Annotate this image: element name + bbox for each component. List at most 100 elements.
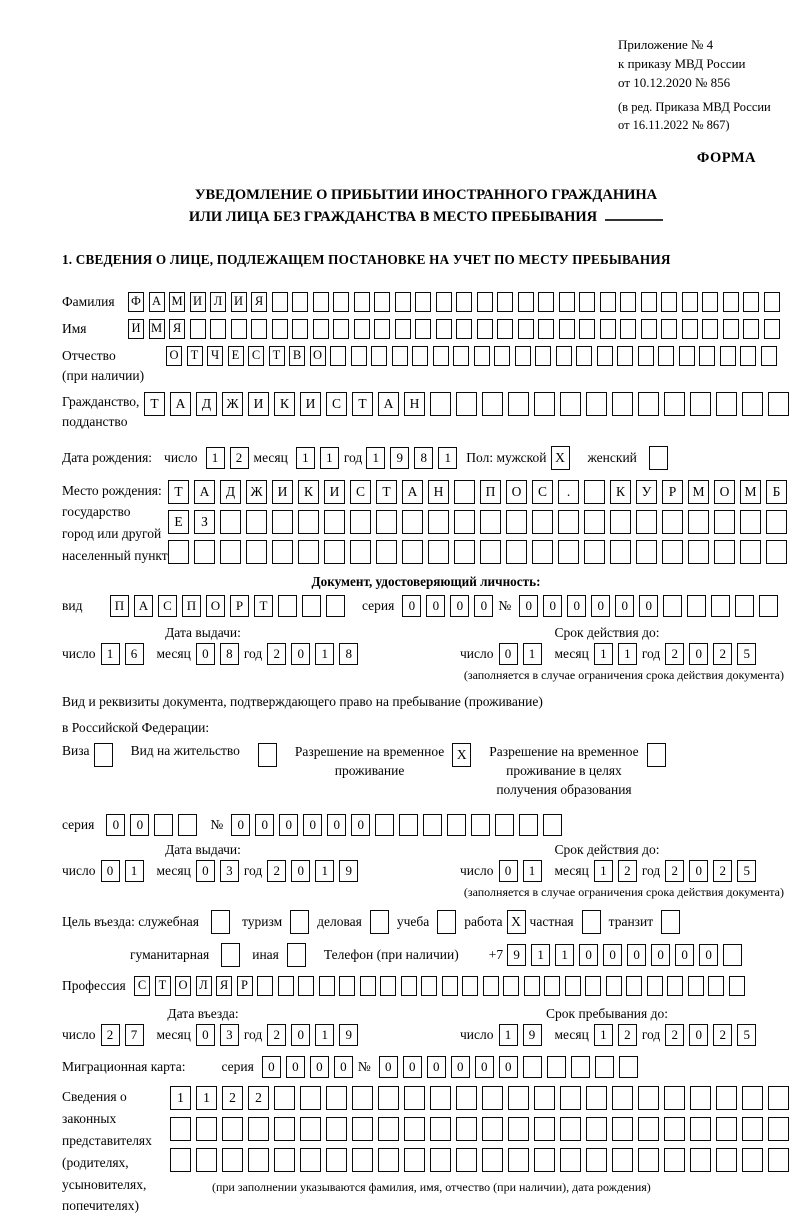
char-box[interactable]: 0 (309, 1056, 329, 1079)
char-box[interactable]: К (610, 479, 631, 504)
char-box[interactable] (402, 509, 423, 534)
char-box[interactable]: З (194, 509, 215, 534)
char-box[interactable]: Т (268, 346, 285, 367)
char-box[interactable] (667, 976, 683, 997)
char-box[interactable]: О (175, 976, 191, 997)
char-box[interactable] (760, 346, 777, 367)
char-box[interactable] (220, 509, 241, 534)
char-box[interactable] (506, 509, 527, 534)
char-box[interactable]: 2 (229, 446, 249, 469)
char-box[interactable] (544, 976, 560, 997)
char-box[interactable] (664, 1086, 685, 1111)
char-box[interactable]: Р (236, 976, 253, 997)
char-box[interactable] (612, 392, 633, 417)
char-box[interactable] (646, 743, 666, 768)
char-box[interactable] (210, 319, 226, 340)
char-box[interactable] (702, 319, 718, 340)
char-box[interactable]: 1 (100, 642, 120, 665)
char-box[interactable]: Л (210, 292, 226, 313)
char-box[interactable] (456, 292, 472, 313)
char-box[interactable] (534, 1117, 555, 1142)
char-box[interactable] (324, 539, 345, 564)
char-box[interactable] (482, 1086, 503, 1111)
char-box[interactable]: О (506, 479, 527, 504)
char-box[interactable]: 8 (219, 642, 239, 665)
char-box[interactable]: 0 (291, 642, 311, 665)
char-box[interactable] (211, 910, 230, 935)
char-box[interactable]: 1 (617, 642, 637, 665)
char-box[interactable] (585, 976, 601, 997)
char-box[interactable]: 0 (615, 594, 635, 617)
char-box[interactable]: 1 (438, 446, 458, 469)
char-box[interactable]: 0 (426, 1056, 446, 1079)
char-box[interactable]: 0 (543, 594, 563, 617)
char-box[interactable] (743, 319, 759, 340)
char-box[interactable]: С (326, 392, 347, 417)
char-box[interactable] (768, 1148, 789, 1173)
char-box[interactable] (740, 539, 761, 564)
char-box[interactable] (298, 976, 314, 997)
char-box[interactable] (251, 319, 267, 340)
char-box[interactable]: 0 (195, 1024, 215, 1047)
char-box[interactable]: 9 (339, 860, 359, 883)
char-box[interactable] (178, 814, 198, 837)
char-box[interactable] (558, 539, 579, 564)
char-box[interactable] (508, 392, 529, 417)
char-box[interactable]: 9 (390, 446, 410, 469)
char-box[interactable] (599, 319, 616, 340)
char-box[interactable] (473, 346, 490, 367)
char-box[interactable]: Д (220, 479, 241, 504)
char-box[interactable]: С (134, 976, 150, 997)
char-box[interactable] (759, 594, 779, 617)
char-box[interactable]: Л (195, 976, 212, 997)
char-box[interactable] (702, 292, 718, 313)
char-box[interactable]: Я (169, 319, 185, 340)
char-box[interactable]: 2 (100, 1024, 120, 1047)
char-box[interactable]: И (128, 319, 144, 340)
char-box[interactable] (584, 539, 605, 564)
char-box[interactable] (636, 509, 657, 534)
char-box[interactable] (714, 539, 735, 564)
char-box[interactable] (402, 539, 423, 564)
char-box[interactable] (768, 1117, 789, 1142)
char-box[interactable]: 0 (450, 1056, 470, 1079)
char-box[interactable] (763, 319, 780, 340)
char-box[interactable]: 2 (248, 1086, 269, 1111)
char-box[interactable]: А (194, 479, 215, 504)
char-box[interactable] (353, 319, 370, 340)
char-box[interactable] (610, 539, 631, 564)
char-box[interactable] (579, 319, 595, 340)
char-box[interactable]: X (550, 445, 570, 470)
char-box[interactable]: 0 (261, 1056, 281, 1079)
char-box[interactable] (271, 292, 288, 313)
char-box[interactable] (359, 976, 376, 997)
char-box[interactable]: 0 (291, 1024, 311, 1047)
char-box[interactable]: 1 (315, 642, 335, 665)
char-box[interactable] (435, 292, 452, 313)
char-box[interactable] (456, 1148, 477, 1173)
char-box[interactable] (661, 910, 681, 935)
char-box[interactable]: А (148, 292, 165, 313)
char-box[interactable]: 2 (267, 860, 287, 883)
char-box[interactable] (326, 1086, 347, 1111)
char-box[interactable] (371, 346, 387, 367)
char-box[interactable] (714, 509, 735, 534)
char-box[interactable]: 0 (639, 594, 659, 617)
char-box[interactable]: Т (376, 479, 397, 504)
char-box[interactable] (612, 1086, 633, 1111)
char-box[interactable] (596, 346, 613, 367)
char-box[interactable]: 0 (474, 1056, 494, 1079)
char-box[interactable]: 0 (675, 944, 695, 967)
char-box[interactable]: М (740, 479, 761, 504)
char-box[interactable] (350, 346, 367, 367)
char-box[interactable]: А (402, 479, 423, 504)
char-box[interactable] (612, 1148, 633, 1173)
char-box[interactable] (404, 1148, 425, 1173)
char-box[interactable]: 0 (195, 642, 215, 665)
char-box[interactable] (454, 479, 475, 504)
char-box[interactable]: 1 (522, 642, 542, 665)
char-box[interactable] (663, 594, 683, 617)
char-box[interactable]: Н (428, 479, 449, 504)
char-box[interactable] (375, 814, 395, 837)
char-box[interactable]: Т (144, 392, 165, 417)
